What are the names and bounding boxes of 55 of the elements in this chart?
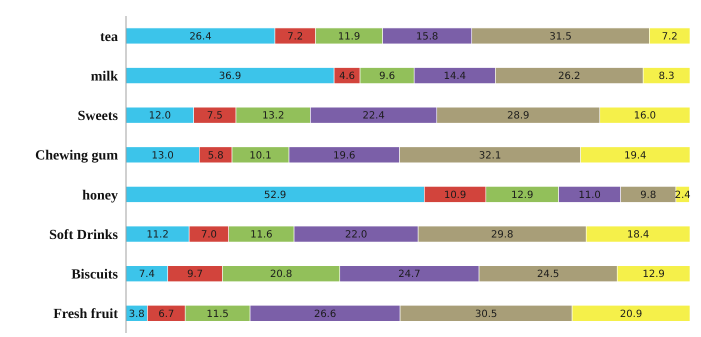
data-label: 13.0: [152, 150, 174, 162]
y-tick-label: Soft Drinks: [49, 228, 119, 243]
y-tick-label: Fresh fruit: [53, 307, 118, 322]
data-label: 11.9: [338, 31, 360, 42]
y-tick-label: Sweets: [78, 109, 119, 124]
data-label: 15.8: [416, 31, 438, 42]
data-label: 19.6: [333, 150, 356, 162]
data-label: 14.4: [444, 71, 466, 82]
data-label: 11.6: [250, 230, 272, 241]
data-label: 13.2: [262, 110, 284, 122]
data-label: 9.7: [187, 269, 204, 280]
data-label: 9.8: [640, 190, 656, 201]
data-label: 19.4: [624, 150, 646, 162]
data-label: 7.2: [662, 31, 678, 42]
data-label: 10.9: [444, 190, 466, 201]
data-label: 22.0: [344, 230, 368, 241]
data-label: 29.8: [491, 230, 514, 241]
data-label: 9.6: [379, 71, 396, 82]
data-label: 26.2: [558, 71, 580, 82]
data-label: 11.2: [146, 230, 169, 241]
data-label: 12.9: [511, 190, 534, 201]
data-label: 6.7: [158, 308, 174, 320]
data-label: 20.8: [270, 269, 292, 280]
data-label: 16.0: [634, 110, 656, 122]
data-label: 5.8: [208, 150, 224, 162]
data-label: 20.9: [620, 308, 642, 320]
data-label: 32.1: [478, 150, 502, 162]
y-tick-label: honey: [82, 188, 118, 204]
data-label: 18.4: [626, 230, 650, 241]
data-label: 7.4: [138, 269, 155, 280]
data-label: 7.5: [206, 110, 223, 122]
data-label: 4.6: [339, 71, 356, 82]
data-label: 7.0: [200, 230, 217, 241]
data-label: 11.0: [578, 190, 601, 201]
data-label: 26.6: [314, 308, 336, 320]
data-label: 28.9: [507, 110, 530, 122]
data-label: 8.3: [658, 71, 675, 82]
data-label: 30.5: [474, 308, 498, 320]
data-label: 12.0: [148, 110, 171, 122]
data-label: 10.1: [249, 150, 272, 162]
y-tick-label: Biscuits: [71, 268, 119, 283]
data-label: 31.5: [549, 31, 572, 42]
y-tick-label: tea: [100, 30, 118, 45]
data-label: 3.8: [128, 308, 145, 320]
y-tick-label: Chewing gum: [35, 148, 118, 164]
data-label: 24.7: [398, 269, 421, 280]
data-label: 24.5: [537, 269, 560, 280]
y-tick-label: milk: [90, 69, 118, 84]
data-label: 52.9: [264, 190, 286, 201]
data-label: 11.5: [206, 308, 229, 320]
data-label: 36.9: [218, 71, 242, 82]
data-label: 12.9: [642, 269, 665, 280]
data-label: 22.4: [362, 110, 385, 122]
data-label: 26.4: [189, 31, 212, 42]
data-label: 7.2: [287, 31, 304, 42]
